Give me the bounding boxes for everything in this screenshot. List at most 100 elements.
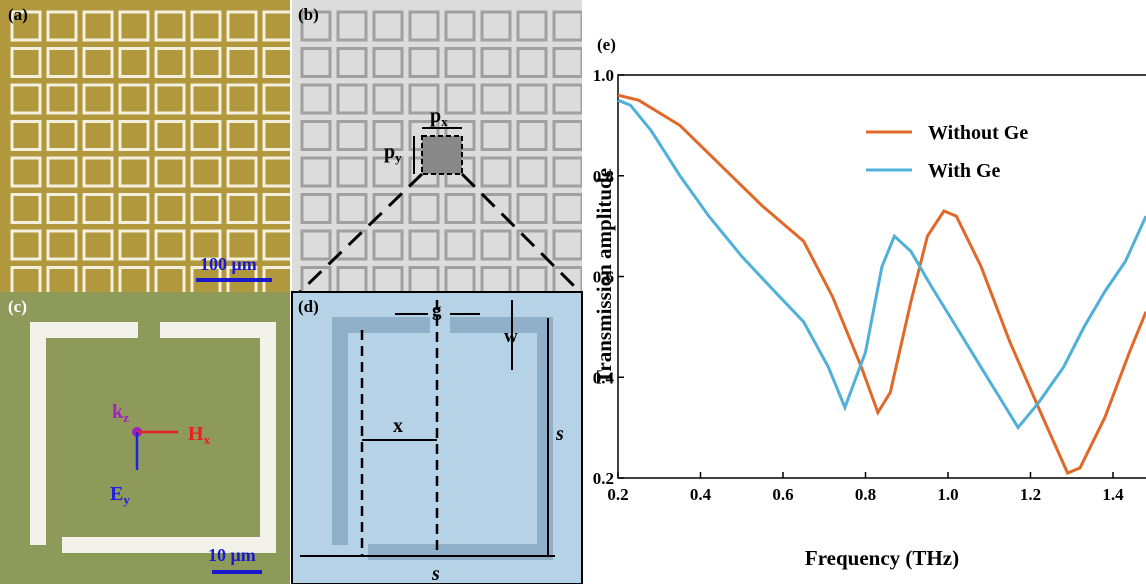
label-py: py [384,141,402,165]
panel-c-bg [0,292,290,584]
resonator [480,120,512,151]
resonator [46,120,78,151]
resonator [300,229,332,261]
resonator [190,156,222,188]
scale-text: 10 μm [208,545,256,565]
resonator [336,266,368,292]
resonator [372,120,404,151]
resonator [480,10,512,42]
resonator [444,229,476,261]
resonator [118,193,150,224]
label-w: w [504,326,518,347]
resonator [444,266,476,292]
resonator [154,10,186,42]
resonator [46,10,78,42]
y-tick-label: 1.0 [593,66,614,85]
zoom-line [298,172,424,294]
resonator [190,229,222,261]
resonator [552,83,582,115]
resonator [46,193,78,224]
resonator [300,47,332,78]
resonator [82,266,114,292]
resonator [480,83,512,115]
resonator [516,266,548,292]
resonator [82,10,114,42]
resonator [552,120,582,151]
resonator [118,229,150,261]
resonator [300,120,332,151]
resonator [154,120,186,151]
resonator [336,10,368,42]
scale-text: 100 μm [200,254,257,274]
resonator [226,156,258,188]
resonator [46,47,78,78]
resonator [372,193,404,224]
legend-label: Without Ge [928,122,1028,144]
resonator [480,193,512,224]
resonator [10,10,42,42]
resonator [226,10,258,42]
resonator [10,47,42,78]
resonator [118,266,150,292]
resonator [408,83,440,115]
resonator [190,10,222,42]
resonator [336,47,368,78]
resonator [10,156,42,188]
resonator [552,47,582,78]
panel-a-bg [0,0,290,292]
resonator [300,266,332,292]
resonator [408,266,440,292]
resonator [82,83,114,115]
resonator [372,83,404,115]
label-px: px [430,105,448,129]
x-tick-label: 0.8 [855,485,876,504]
resonator [552,10,582,42]
resonator [10,83,42,115]
resonator [336,193,368,224]
x-tick-label: 0.4 [690,485,712,504]
y-tick-label: 0.2 [593,469,614,488]
panel-label: (a) [8,5,28,24]
resonator [480,229,512,261]
resonator [154,156,186,188]
resonator [408,10,440,42]
x-tick-label: 1.0 [937,485,958,504]
resonator [10,229,42,261]
label-h: Hx [188,423,211,447]
x-tick-label: 0.6 [772,485,793,504]
resonator [300,156,332,188]
resonator [46,156,78,188]
resonator [300,83,332,115]
resonator [480,156,512,188]
series-line [617,98,1146,431]
resonator [226,47,258,78]
resonator [190,193,222,224]
resonator [190,47,222,78]
resonator [516,10,548,42]
resonator [516,83,548,115]
resonator [82,193,114,224]
x-axis-label: Frequency (THz) [805,546,959,570]
resonator [190,120,222,151]
resonator [118,120,150,151]
resonator [444,47,476,78]
resonator [118,83,150,115]
resonator [10,266,42,292]
label-k: kz [112,401,129,425]
resonator [154,266,186,292]
label-g: g [432,300,442,321]
resonator [516,156,548,188]
x-tick-label: 1.4 [1102,485,1124,504]
panel-label: (b) [298,5,319,24]
resonator [46,83,78,115]
resonator [552,266,582,292]
resonator [226,229,258,261]
x-tick-label: 1.2 [1020,485,1041,504]
resonator [262,156,290,188]
legend-label: With Ge [928,160,1001,182]
resonator [154,229,186,261]
resonator [82,47,114,78]
panel-label: (d) [298,297,319,316]
label-e: Ey [110,483,130,507]
resonator [336,120,368,151]
